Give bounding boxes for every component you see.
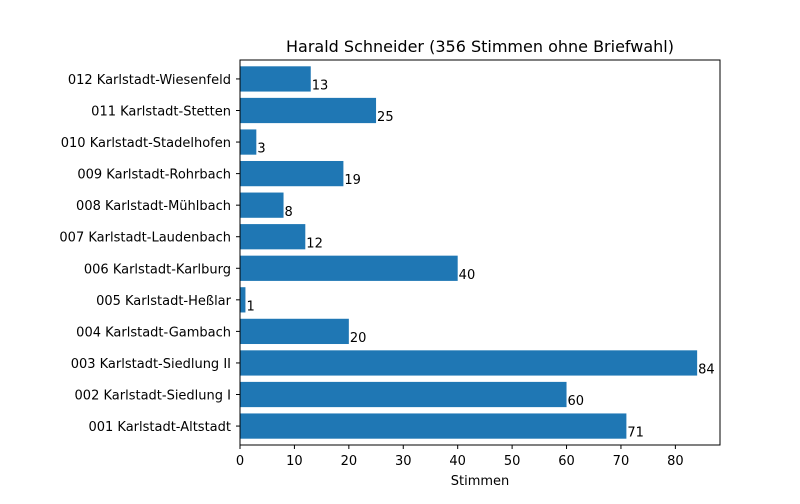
bar bbox=[240, 350, 698, 376]
bar-value-label: 13 bbox=[312, 79, 329, 94]
bar bbox=[240, 129, 257, 155]
y-tick-label: 004 Karlstadt-Gambach bbox=[76, 325, 231, 340]
bar bbox=[240, 66, 311, 92]
x-axis-label: Stimmen bbox=[451, 474, 510, 489]
x-tick-label: 50 bbox=[504, 454, 521, 469]
chart-title: Harald Schneider (356 Stimmen ohne Brief… bbox=[286, 37, 674, 56]
y-tick-label: 010 Karlstadt-Stadelhofen bbox=[61, 136, 231, 151]
x-tick-label: 40 bbox=[449, 454, 466, 469]
bar bbox=[240, 224, 306, 250]
y-tick-label: 006 Karlstadt-Karlburg bbox=[84, 262, 231, 277]
y-tick-label: 001 Karlstadt-Altstadt bbox=[88, 420, 231, 435]
bar-value-label: 1 bbox=[246, 299, 254, 314]
x-tick-label: 70 bbox=[613, 454, 630, 469]
x-tick-label: 10 bbox=[286, 454, 303, 469]
y-tick-label: 012 Karlstadt-Wiesenfeld bbox=[68, 73, 231, 88]
bars-layer bbox=[240, 66, 698, 439]
bar-value-label: 8 bbox=[285, 205, 293, 220]
bar bbox=[240, 160, 344, 187]
x-axis: 0 10 20 30 40 50 60 70 80 bbox=[236, 445, 684, 469]
y-tick-label: 007 Karlstadt-Laudenbach bbox=[59, 231, 231, 246]
y-axis: 001 Karlstadt-Altstadt 002 Karlstadt-Sied… bbox=[59, 73, 240, 435]
y-tick-label: 003 Karlstadt-Siedlung II bbox=[71, 357, 231, 372]
x-tick-label: 60 bbox=[558, 454, 575, 469]
bar bbox=[240, 381, 567, 408]
bar-value-label: 12 bbox=[306, 236, 323, 251]
x-tick-label: 0 bbox=[236, 454, 244, 469]
bar bbox=[240, 192, 284, 218]
bar-value-label: 84 bbox=[698, 363, 715, 378]
bar-value-label: 60 bbox=[568, 394, 585, 409]
x-tick-label: 30 bbox=[395, 454, 412, 469]
bar bbox=[240, 255, 458, 281]
bar-value-label: 20 bbox=[350, 331, 367, 346]
x-tick-label: 20 bbox=[341, 454, 358, 469]
bar-value-label: 40 bbox=[459, 268, 476, 283]
bar bbox=[240, 287, 246, 313]
bar-value-label: 19 bbox=[344, 173, 361, 188]
bar-value-label: 25 bbox=[377, 110, 394, 125]
bar bbox=[240, 97, 377, 124]
bar-value-label: 71 bbox=[627, 426, 644, 441]
bar-value-label: 3 bbox=[257, 142, 265, 157]
y-tick-label: 002 Karlstadt-Siedlung I bbox=[75, 389, 231, 404]
x-tick-label: 80 bbox=[667, 454, 684, 469]
y-tick-label: 011 Karlstadt-Stetten bbox=[91, 104, 231, 119]
y-tick-label: 009 Karlstadt-Rohrbach bbox=[77, 168, 231, 183]
data-labels-layer: 71 60 84 20 1 40 12 8 19 3 25 13 bbox=[246, 79, 714, 441]
bar bbox=[240, 413, 627, 439]
y-tick-label: 008 Karlstadt-Mühlbach bbox=[76, 199, 231, 214]
y-tick-label: 005 Karlstadt-Heßlar bbox=[96, 294, 232, 309]
bar bbox=[240, 318, 349, 345]
plot-frame bbox=[239, 59, 721, 446]
